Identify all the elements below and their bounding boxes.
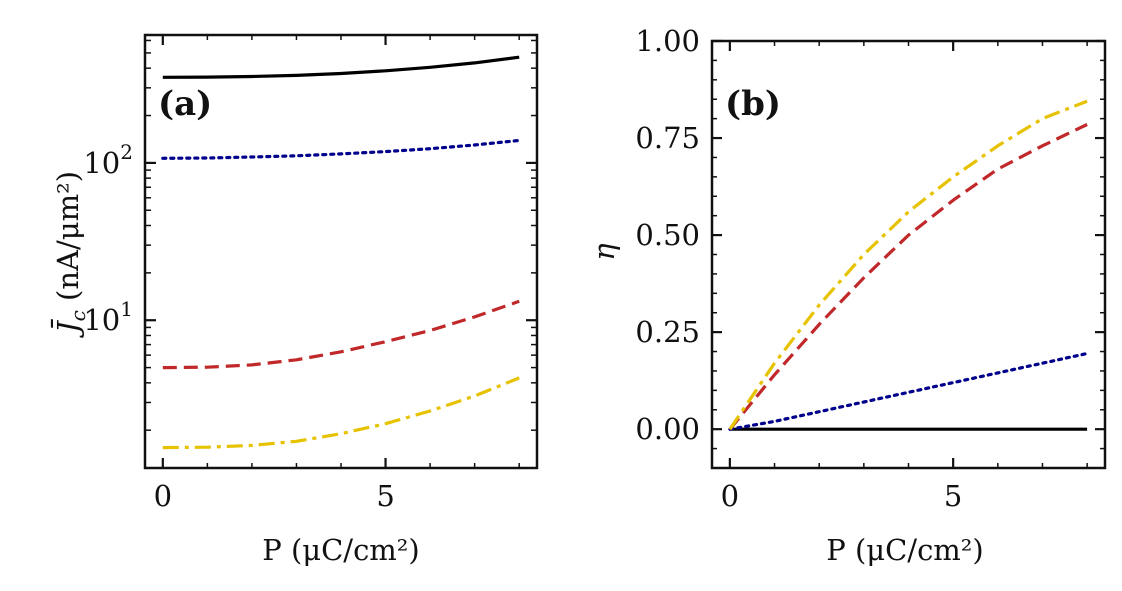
panel-a-ylabel: J̄c (nA/μm²) xyxy=(50,171,90,338)
panel-a-xlabel: P (μC/cm²) xyxy=(262,533,420,567)
panel-a-ytick-label: 102 xyxy=(83,140,133,180)
panel-a-ytick-label: 101 xyxy=(83,297,133,337)
panel-a-xtick-label: 0 xyxy=(154,479,172,513)
panel-a-ylabel-subscript: c xyxy=(66,310,90,321)
panel-b-ylabel: η xyxy=(587,243,621,261)
panel-b-xtick-label: 0 xyxy=(721,479,739,513)
panel-a-ytick-label-exp: 2 xyxy=(120,140,133,164)
panel-b-label: (b) xyxy=(725,84,781,124)
panel-b-xlabel: P (μC/cm²) xyxy=(826,533,984,567)
panel-b: 0 5 0.00 0.25 0.50 0.75 1.00 (b) P (μC/cm²) η xyxy=(587,24,1107,567)
panel-b-series-gold-dashdot xyxy=(728,99,1088,431)
panel-a-label: (a) xyxy=(158,84,212,124)
panel-a-ylabel-symbol: J̄ xyxy=(50,319,85,338)
panel-a-series-gold-dashdot xyxy=(162,376,520,450)
panel-a-series-black-solid xyxy=(162,55,520,79)
panel-b-series xyxy=(728,99,1089,431)
panel-b-ytick-label: 0.50 xyxy=(635,218,700,252)
panel-b-series-blue-dotted xyxy=(728,351,1089,431)
panel-b-ytick-label: 0.00 xyxy=(635,412,700,446)
panel-b-ytick-label: 0.75 xyxy=(635,121,700,155)
panel-a-ytick-label-exp: 1 xyxy=(120,297,133,321)
panel-a-xtick-label: 5 xyxy=(376,479,394,513)
panel-b-ticks: 0 5 0.00 0.25 0.50 0.75 1.00 xyxy=(635,24,1105,513)
panel-a-ytick-label-base: 10 xyxy=(83,146,120,180)
panel-a-ylabel-unit: (nA/μm²) xyxy=(51,171,85,310)
panel-a-ytick-label-base: 10 xyxy=(83,303,120,337)
panel-a-series-red-dashed xyxy=(162,299,520,370)
panel-b-ytick-label: 1.00 xyxy=(635,24,700,58)
panel-b-series-red-dashed xyxy=(728,123,1088,431)
panel-b-ytick-label: 0.25 xyxy=(635,315,700,349)
panel-a-series-blue-dotted xyxy=(161,138,521,160)
panel-a-series xyxy=(161,55,521,450)
panel-b-xtick-label: 5 xyxy=(944,479,962,513)
